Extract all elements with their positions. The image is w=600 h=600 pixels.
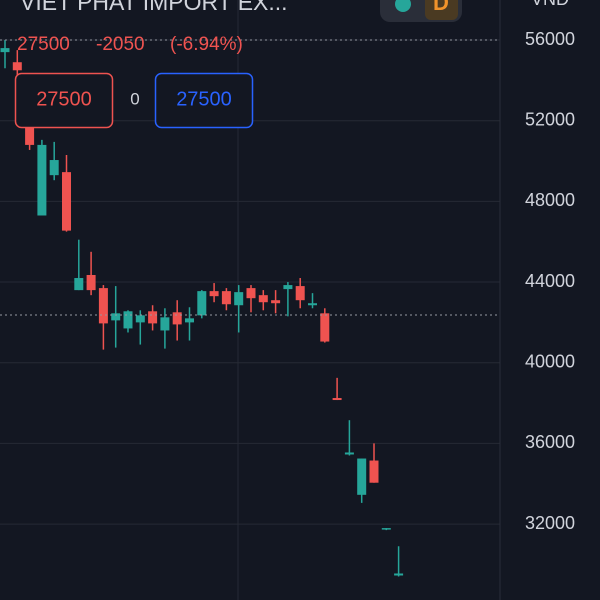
candle-body	[62, 172, 71, 231]
y-tick-label: 48000	[525, 190, 575, 210]
candle-body	[135, 315, 145, 323]
candle-body	[369, 460, 379, 483]
candle-body	[258, 295, 268, 303]
y-unit: VND	[531, 0, 569, 9]
candle-body	[221, 291, 231, 305]
candle-body	[344, 452, 354, 455]
y-tick-label: 44000	[525, 271, 575, 291]
candle-body	[357, 458, 367, 495]
candle-body	[295, 286, 305, 301]
sell-box	[14, 72, 114, 129]
candle-body	[381, 528, 391, 530]
candle-body	[283, 285, 293, 290]
candle-body	[197, 291, 207, 316]
y-tick-label: 56000	[525, 29, 575, 49]
candle-body	[0, 48, 10, 53]
y-tick-label: 40000	[525, 351, 575, 371]
sell-button[interactable]: 27500	[14, 72, 114, 129]
badge-text: D	[433, 0, 449, 15]
candle-body	[160, 317, 170, 331]
candle-body	[185, 318, 194, 323]
candle-body	[320, 313, 330, 342]
candle-body	[12, 62, 22, 71]
status-dot	[395, 0, 411, 12]
change-percent: (-6.94%)	[170, 34, 243, 55]
bid: 27500	[36, 88, 92, 110]
change: -2050	[96, 34, 145, 55]
candle-body	[123, 311, 133, 329]
candle-body	[37, 144, 47, 216]
last-price: 27500	[17, 34, 70, 55]
symbol-title: VIET PHAT IMPORT EX...	[20, 0, 288, 15]
candle-body	[209, 291, 219, 297]
buy-box	[154, 72, 254, 129]
candle-body	[271, 300, 281, 304]
badge[interactable]: D	[380, 0, 462, 22]
y-tick-label: 32000	[525, 513, 575, 533]
candle-body	[332, 398, 342, 401]
candle-body	[308, 303, 317, 306]
candle-body	[49, 160, 59, 176]
candles	[0, 40, 404, 577]
candle-body	[25, 124, 35, 145]
candle-body	[111, 313, 121, 321]
y-tick-label: 52000	[525, 109, 575, 129]
candle-body	[172, 312, 182, 325]
candle-body	[148, 311, 158, 324]
y-tick-label: 36000	[525, 432, 575, 452]
candle-body	[86, 274, 96, 291]
candle-body	[234, 292, 244, 306]
candle-body	[74, 278, 84, 291]
badge-d-bg	[425, 0, 458, 20]
candle-body	[246, 288, 256, 299]
candle-body	[98, 288, 108, 324]
spread: 0	[130, 89, 139, 108]
buy-button[interactable]: 27500	[154, 72, 254, 129]
ask: 27500	[176, 88, 232, 110]
candle-body	[394, 573, 404, 576]
